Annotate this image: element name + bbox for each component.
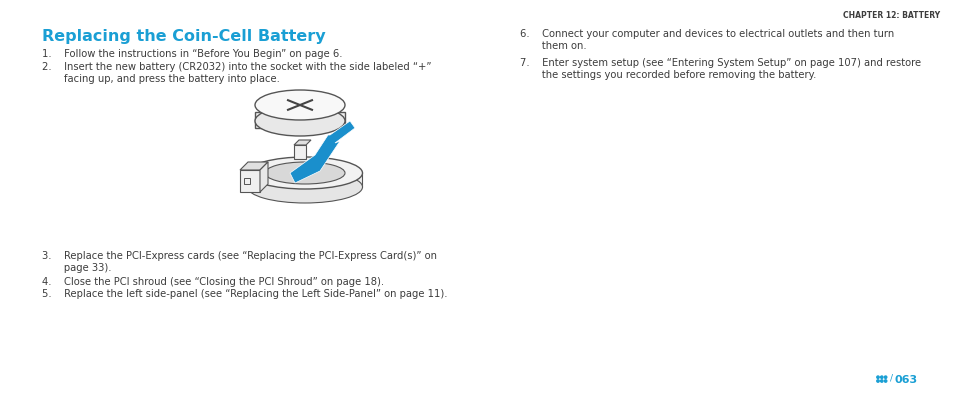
Ellipse shape: [254, 106, 345, 136]
Text: CHAPTER 12: BATTERY: CHAPTER 12: BATTERY: [842, 11, 939, 20]
Polygon shape: [248, 173, 361, 187]
Text: 3.    Replace the PCI-Express cards (see “Replacing the PCI-Express Card(s)” on: 3. Replace the PCI-Express cards (see “R…: [42, 251, 436, 261]
Polygon shape: [294, 140, 311, 145]
Text: Replacing the Coin-Cell Battery: Replacing the Coin-Cell Battery: [42, 29, 325, 44]
Circle shape: [883, 380, 886, 382]
Polygon shape: [294, 145, 306, 159]
Text: 5.    Replace the left side-panel (see “Replacing the Left Side-Panel” on page 1: 5. Replace the left side-panel (see “Rep…: [42, 289, 447, 299]
Text: 6.    Connect your computer and devices to electrical outlets and then turn: 6. Connect your computer and devices to …: [519, 29, 893, 39]
Text: 7.    Enter system setup (see “Entering System Setup” on page 107) and restore: 7. Enter system setup (see “Entering Sys…: [519, 58, 921, 68]
Text: 063: 063: [894, 375, 917, 385]
Polygon shape: [290, 121, 355, 183]
Ellipse shape: [247, 157, 362, 189]
Ellipse shape: [254, 90, 345, 120]
Circle shape: [880, 376, 882, 378]
Text: facing up, and press the battery into place.: facing up, and press the battery into pl…: [42, 74, 279, 84]
Text: 1.    Follow the instructions in “Before You Begin” on page 6.: 1. Follow the instructions in “Before Yo…: [42, 49, 342, 59]
Text: page 33).: page 33).: [42, 263, 112, 273]
Text: them on.: them on.: [519, 41, 586, 51]
Text: the settings you recorded before removing the battery.: the settings you recorded before removin…: [519, 70, 816, 80]
Text: /: /: [889, 374, 892, 382]
Circle shape: [883, 376, 886, 378]
Polygon shape: [254, 112, 345, 128]
Ellipse shape: [247, 171, 362, 203]
Polygon shape: [240, 162, 268, 170]
Polygon shape: [240, 170, 260, 192]
Circle shape: [876, 380, 879, 382]
Text: 2.    Insert the new battery (CR2032) into the socket with the side labeled “+”: 2. Insert the new battery (CR2032) into …: [42, 62, 431, 72]
Ellipse shape: [265, 162, 345, 184]
Circle shape: [876, 376, 879, 378]
Circle shape: [880, 380, 882, 382]
Text: 4.    Close the PCI shroud (see “Closing the PCI Shroud” on page 18).: 4. Close the PCI shroud (see “Closing th…: [42, 277, 384, 287]
Polygon shape: [260, 162, 268, 192]
